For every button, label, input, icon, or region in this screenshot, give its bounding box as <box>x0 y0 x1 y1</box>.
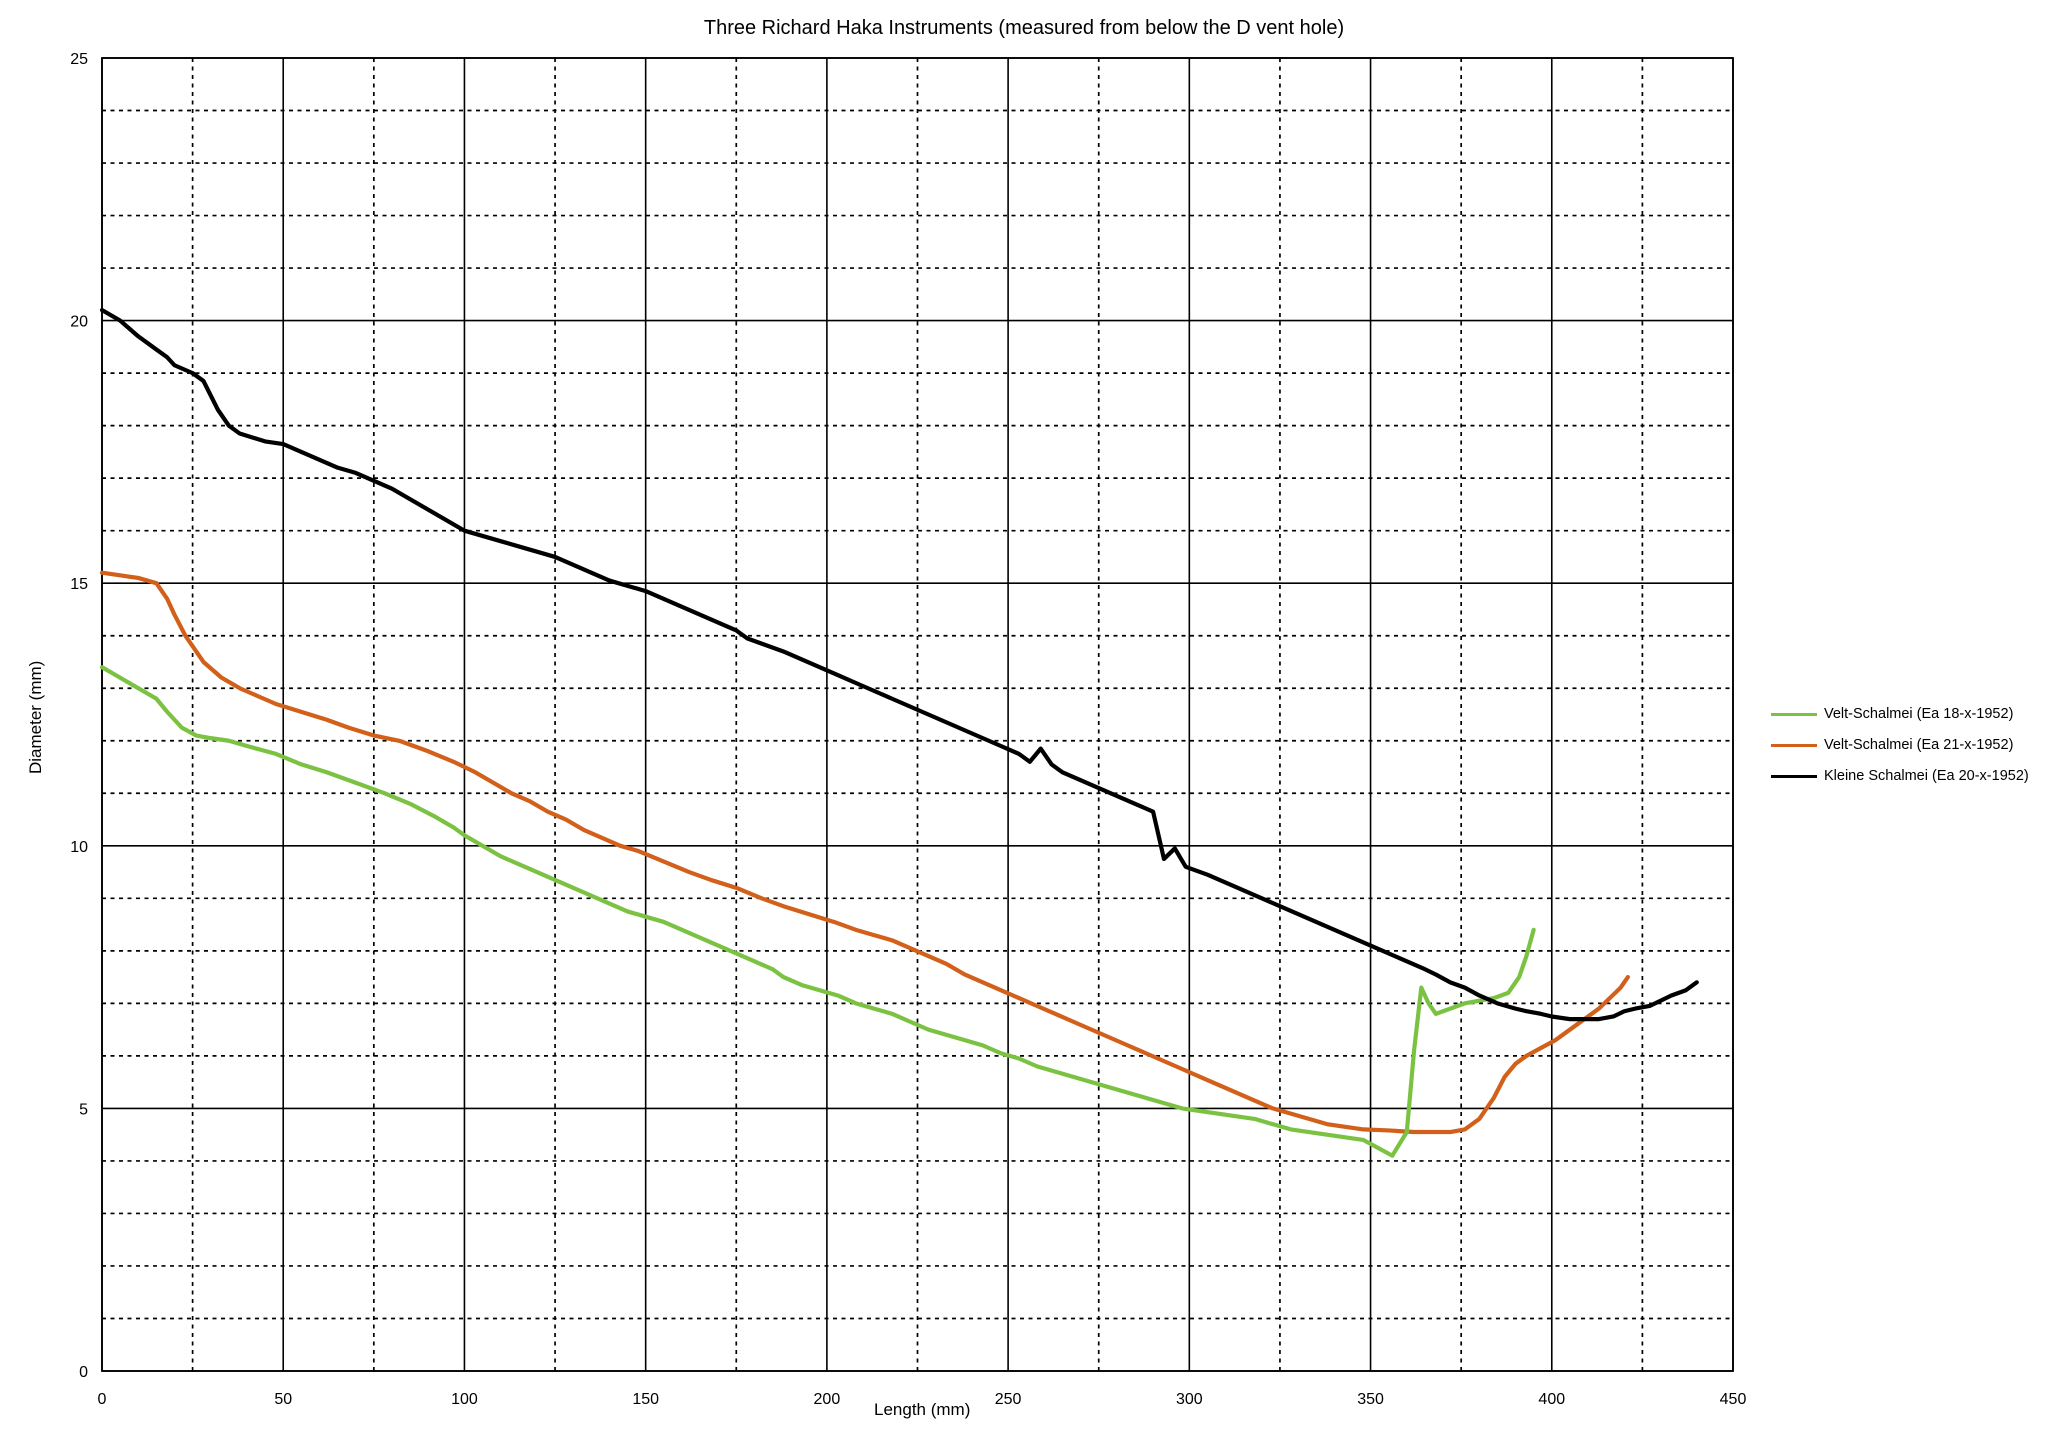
svg-text:200: 200 <box>814 1391 841 1408</box>
svg-text:400: 400 <box>1538 1391 1565 1408</box>
svg-text:300: 300 <box>1176 1391 1203 1408</box>
svg-text:150: 150 <box>632 1391 659 1408</box>
svg-text:50: 50 <box>274 1391 292 1408</box>
svg-text:350: 350 <box>1357 1391 1384 1408</box>
svg-text:450: 450 <box>1720 1391 1747 1408</box>
svg-text:0: 0 <box>98 1391 107 1408</box>
svg-text:15: 15 <box>70 576 88 593</box>
svg-text:25: 25 <box>70 51 88 68</box>
svg-text:250: 250 <box>995 1391 1022 1408</box>
svg-text:0: 0 <box>79 1364 88 1381</box>
svg-text:10: 10 <box>70 839 88 856</box>
svg-text:20: 20 <box>70 314 88 331</box>
svg-text:5: 5 <box>79 1101 88 1118</box>
svg-text:100: 100 <box>451 1391 478 1408</box>
